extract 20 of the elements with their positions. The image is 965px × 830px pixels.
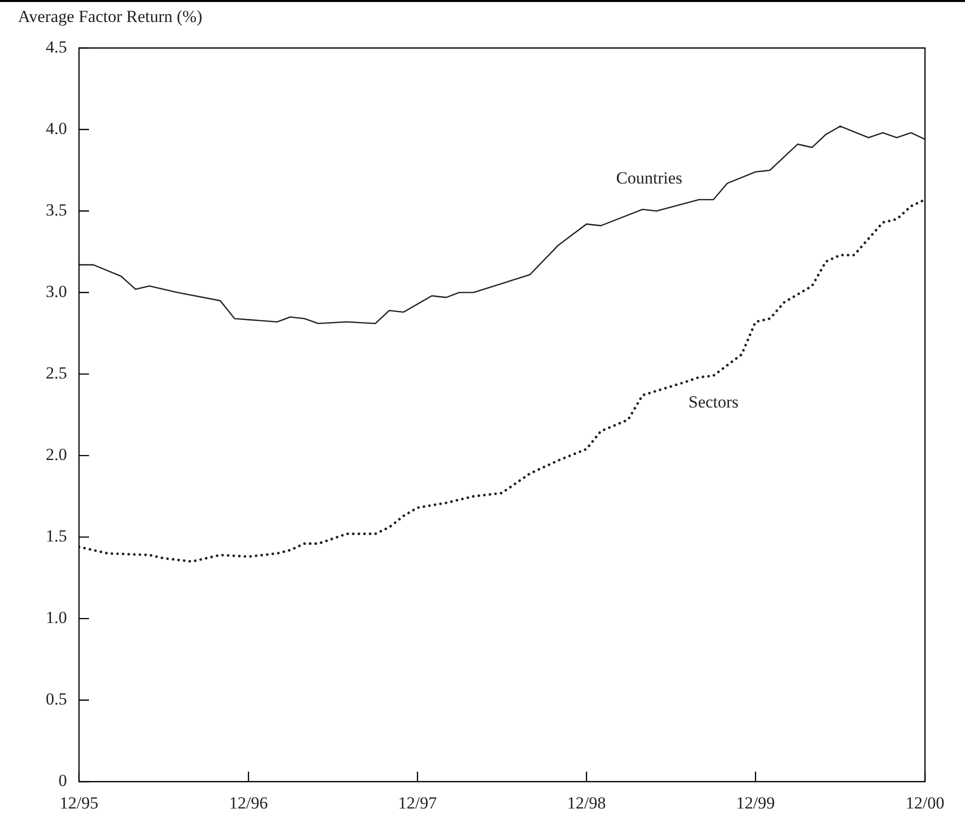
y-tick-label: 3.5 — [46, 200, 67, 220]
y-tick-label: 4.0 — [46, 118, 67, 138]
series-label: Countries — [616, 168, 682, 188]
y-tick-label: 3.0 — [46, 282, 67, 301]
y-tick-label: 1.5 — [46, 526, 67, 546]
y-tick-label: 4.5 — [46, 37, 67, 56]
x-tick-label: 12/98 — [567, 793, 606, 812]
y-tick-label: 0.5 — [46, 690, 67, 709]
x-tick-label: 12/00 — [906, 793, 944, 812]
y-tick-label: 2.0 — [46, 445, 67, 464]
y-tick-label: 2.5 — [46, 364, 67, 383]
y-tick-label: 0 — [58, 771, 67, 790]
y-axis-title: Average Factor Return (%) — [18, 7, 202, 26]
line-series — [79, 198, 925, 563]
x-tick-label: 12/95 — [60, 793, 98, 812]
x-tick-label: 12/96 — [229, 793, 268, 812]
y-tick-label: 1.0 — [46, 608, 67, 628]
x-tick-label: 12/97 — [398, 793, 438, 812]
series-label: Sectors — [688, 392, 739, 412]
x-tick-label: 12/99 — [736, 793, 775, 812]
